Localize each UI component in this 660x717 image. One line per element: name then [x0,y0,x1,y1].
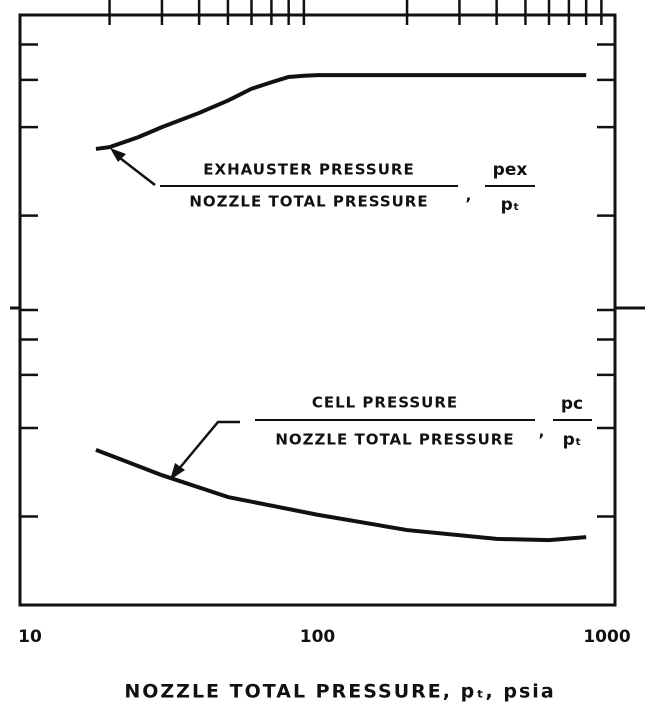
annotation-denominator: NOZZLE TOTAL PRESSURE [275,431,514,449]
arrow-head [170,463,185,480]
annotation-symbol: pc [561,394,583,414]
x-tick-label: 10 [18,627,42,647]
arrow-head [110,148,126,162]
annotation-separator: , [539,423,546,441]
annotation-numerator: EXHAUSTER PRESSURE [203,161,414,179]
x-axis-label: NOZZLE TOTAL PRESSURE, pₜ, psia [124,681,555,703]
annotation-separator: , [466,187,473,205]
annotation-symbol: pₜ [501,195,520,215]
annotation-symbol: pₜ [563,430,582,450]
x-tick-label: 1000 [583,627,630,647]
annotation-numerator: CELL PRESSURE [312,394,458,412]
arrow [177,420,240,471]
annotation-symbol: pex [493,160,528,180]
curve [95,73,587,151]
annotation-denominator: NOZZLE TOTAL PRESSURE [189,193,428,211]
x-tick-label: 100 [300,627,336,647]
curve [95,447,587,543]
arrow [119,157,156,186]
